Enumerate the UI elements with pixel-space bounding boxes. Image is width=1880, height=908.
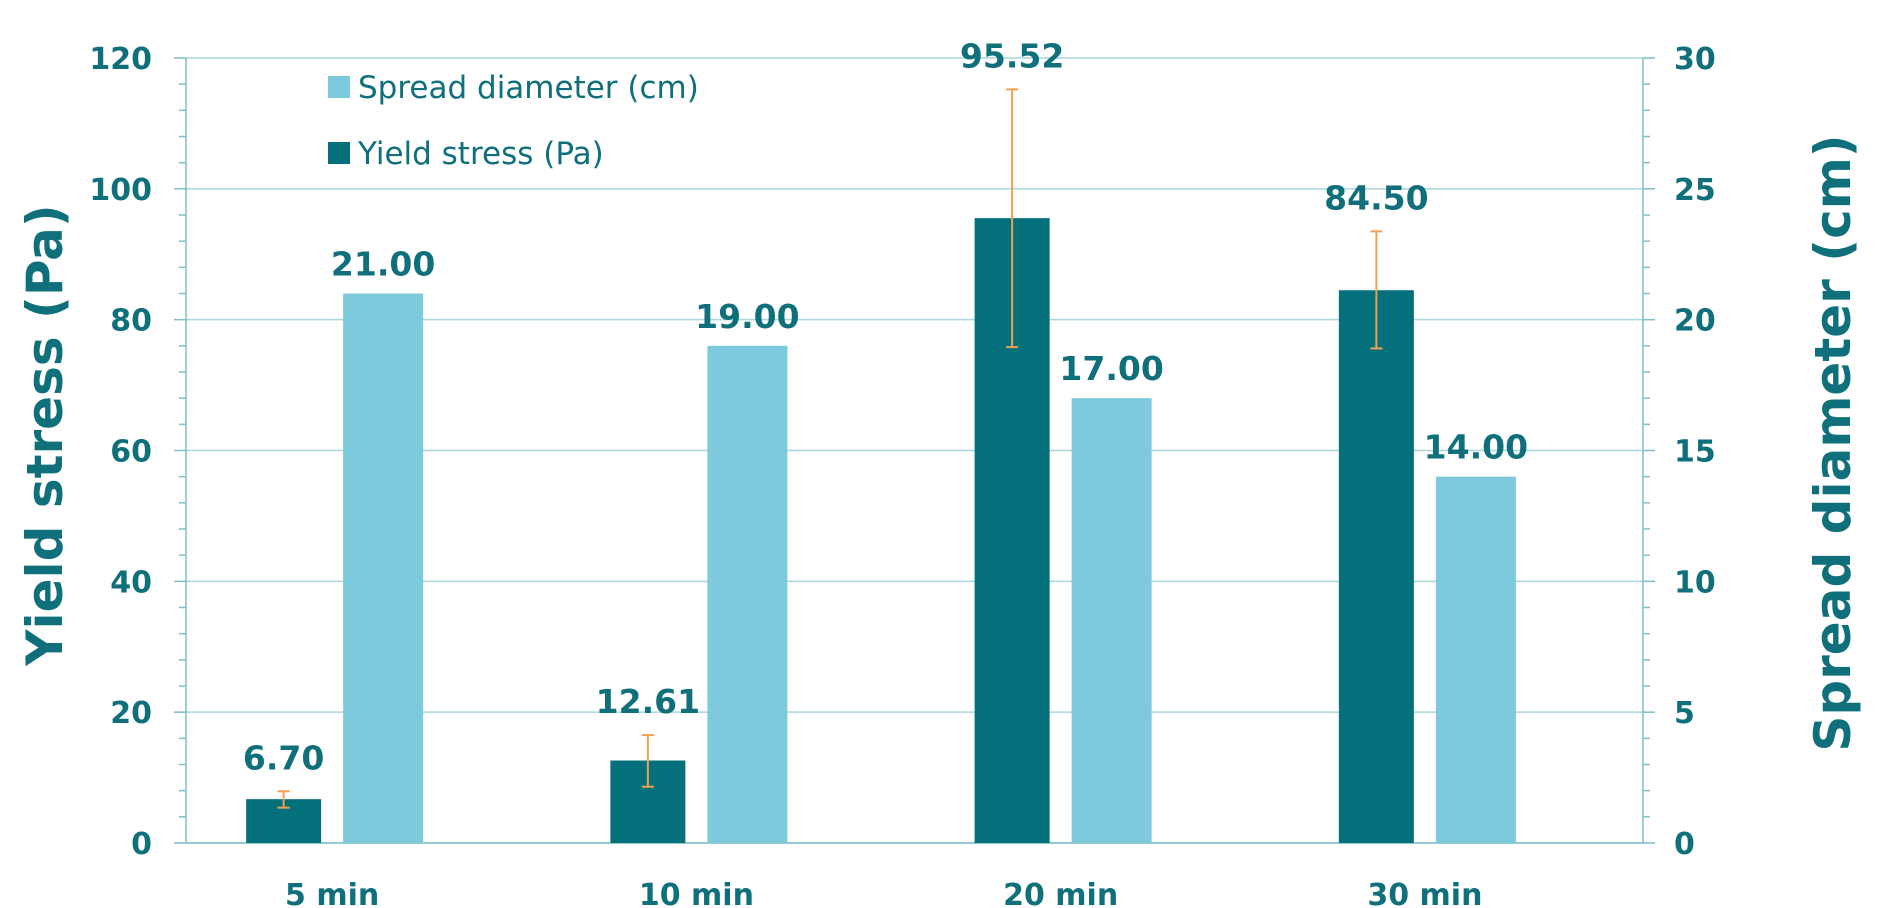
x-tick-label: 30 min <box>1367 878 1482 908</box>
data-label-spread-diameter: 14.00 <box>1424 428 1528 467</box>
bar-spread-diameter <box>1071 398 1152 843</box>
y2-tick-label: 20 <box>1674 304 1716 339</box>
y2-tick-label: 5 <box>1674 696 1695 731</box>
bar-spread-diameter <box>707 345 788 843</box>
bar-spread-diameter <box>1435 476 1516 843</box>
y2-axis-title: Spread diameter (cm) <box>1804 134 1862 751</box>
data-label-spread-diameter: 19.00 <box>695 297 799 336</box>
y-tick-label: 0 <box>131 827 152 862</box>
data-label-spread-diameter: 17.00 <box>1059 349 1163 388</box>
legend-label: Spread diameter (cm) <box>358 70 699 106</box>
bar-yield-stress <box>1338 290 1414 844</box>
y2-tick-label: 15 <box>1674 435 1716 470</box>
data-labels: 6.70 21.00 12.61 19.00 95.52 17.00 84.50 14.00 <box>243 36 1528 777</box>
data-label-yield-stress: 6.70 <box>243 738 324 777</box>
bars <box>246 88 1516 844</box>
legend: Spread diameter (cm) Yield stress (Pa) <box>328 70 699 172</box>
legend-swatch <box>328 76 350 98</box>
y2-tick-label: 25 <box>1674 173 1716 208</box>
data-label-yield-stress: 12.61 <box>596 682 700 721</box>
y-tick-label: 100 <box>89 173 152 208</box>
y-axis-title: Yield stress (Pa) <box>16 204 74 667</box>
x-tick-label: 5 min <box>285 878 379 908</box>
y-tick-label: 80 <box>110 304 152 339</box>
x-tick-label: 10 min <box>639 878 754 908</box>
data-label-yield-stress: 95.52 <box>960 36 1064 75</box>
y2-tick-label: 10 <box>1674 565 1716 600</box>
gridlines <box>186 57 1643 844</box>
y-tick-label: 20 <box>110 696 152 731</box>
legend-label: Yield stress (Pa) <box>357 136 604 172</box>
y-tick-label: 40 <box>110 565 152 600</box>
data-label-spread-diameter: 21.00 <box>331 245 435 284</box>
legend-swatch <box>328 142 350 164</box>
y2-tick-label: 0 <box>1674 827 1695 862</box>
y2-tick-label: 30 <box>1674 42 1716 77</box>
y-tick-label: 120 <box>89 42 152 77</box>
bar-spread-diameter <box>343 293 424 843</box>
axes: 0 20 40 60 80 100 120 0 5 10 15 20 25 30 5 min 10 min 20… <box>89 42 1715 908</box>
data-label-yield-stress: 84.50 <box>1324 178 1428 217</box>
y-tick-label: 60 <box>110 435 152 470</box>
x-tick-label: 20 min <box>1003 878 1118 908</box>
